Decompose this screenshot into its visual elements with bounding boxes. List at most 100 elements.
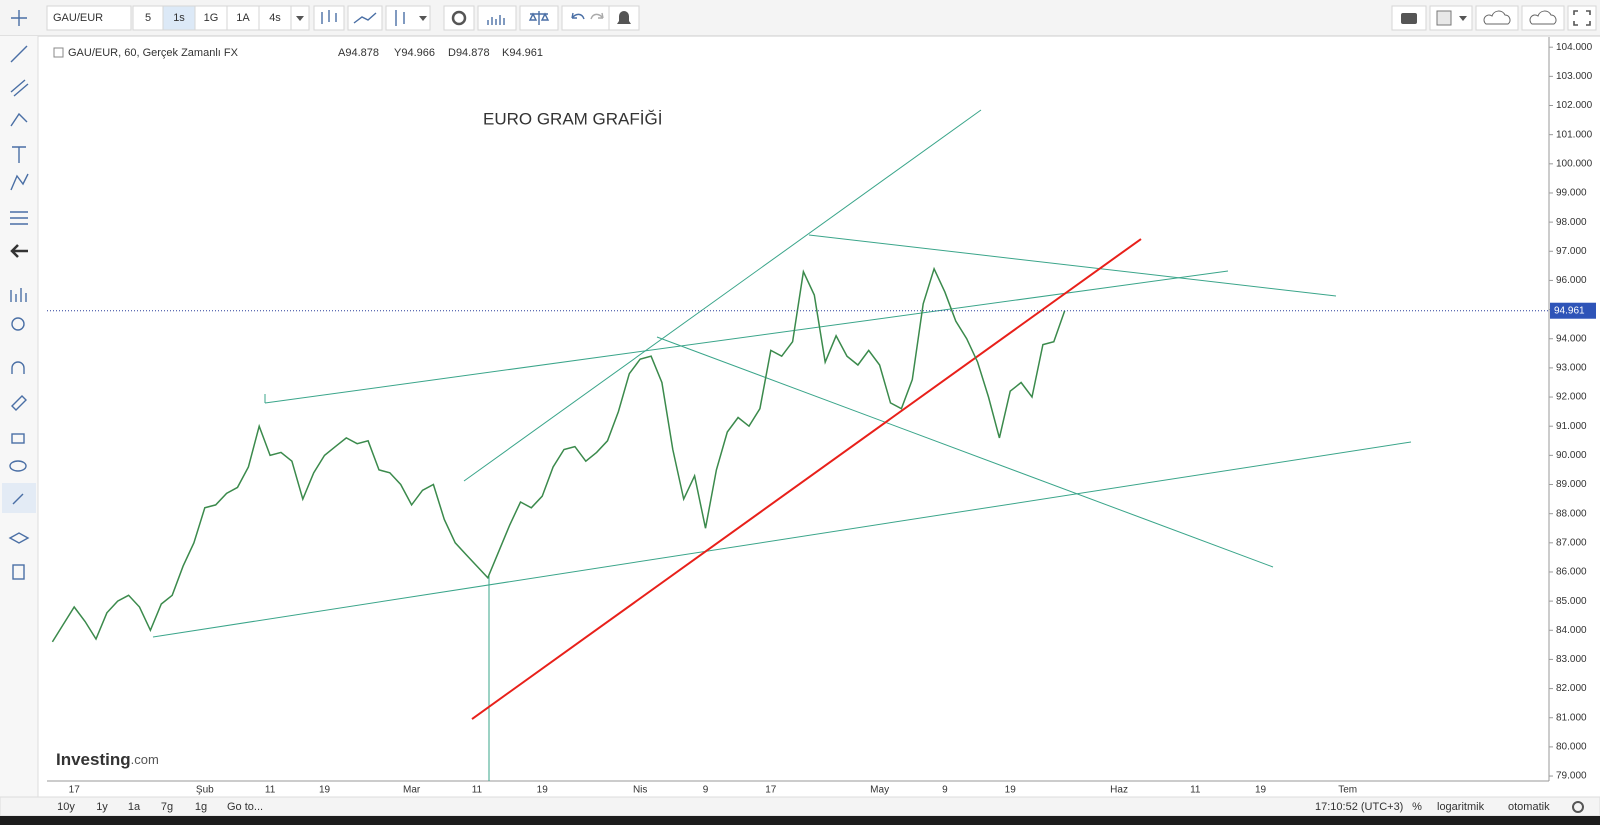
settings-button[interactable] (443, 5, 475, 31)
back-tool[interactable] (10, 244, 28, 258)
trend-line[interactable] (264, 270, 1229, 404)
y-tick-label: 101.000 (1556, 129, 1593, 140)
interval-button[interactable] (258, 5, 292, 31)
trend-line[interactable] (463, 109, 982, 482)
x-tick-label: 11 (1190, 785, 1201, 796)
interval-label: 1A (236, 12, 250, 24)
studies-button[interactable] (477, 5, 517, 31)
y-tick-label: 88.000 (1556, 508, 1587, 519)
bell-icon (617, 11, 631, 24)
trend-line[interactable] (656, 336, 1274, 568)
interval-label: 1s (173, 12, 185, 24)
symbol-input[interactable] (46, 5, 132, 31)
magnet-tool[interactable] (11, 361, 25, 374)
text-tool[interactable] (12, 146, 26, 163)
lock-tool[interactable] (11, 433, 25, 444)
log-toggle[interactable]: logaritmik (1437, 801, 1485, 813)
channel-tool[interactable] (10, 79, 29, 97)
red-trend-line[interactable] (471, 238, 1142, 720)
brand: Investing (56, 750, 131, 769)
y-tick-label: 83.000 (1556, 654, 1587, 665)
trend-lines (152, 109, 1412, 781)
last-price-box (1550, 302, 1596, 319)
collapse-box[interactable] (53, 47, 64, 58)
x-tick-label: Mar (403, 785, 421, 796)
interval-button[interactable] (194, 5, 228, 31)
y-tick-label: 81.000 (1556, 712, 1587, 723)
y-tick-label: 102.000 (1556, 100, 1593, 111)
eye-tool[interactable] (9, 460, 27, 472)
line-icon (353, 12, 377, 24)
y-tick-label: 84.000 (1556, 625, 1587, 636)
interval-label: 4s (269, 12, 281, 24)
interval-button[interactable] (132, 5, 164, 31)
ohlc-close: K94.961 (502, 47, 543, 59)
symbol: GAU/EUR (53, 12, 103, 24)
x-tick-label: Şub (196, 785, 214, 796)
zoom-tool[interactable] (11, 317, 25, 331)
undo-redo[interactable] (561, 5, 617, 31)
dropdown-arrow (296, 16, 304, 21)
gear-icon (451, 10, 467, 26)
fullscreen-icon (1573, 10, 1591, 26)
range-button[interactable]: 1g (195, 801, 207, 813)
save-button[interactable] (1521, 5, 1565, 31)
camera-icon (1401, 13, 1417, 24)
y-tick-label: 85.000 (1556, 596, 1587, 607)
fib-tool[interactable] (10, 211, 28, 225)
link-icon (12, 493, 24, 505)
percent-toggle[interactable]: % (1412, 801, 1422, 813)
cloud-icon (1483, 10, 1511, 25)
dropdown-arrow (1459, 16, 1467, 21)
settings-icon[interactable] (1572, 801, 1584, 813)
range-button[interactable]: 1a (128, 801, 141, 813)
chart-annotation: EURO GRAM GRAFİĞİ (483, 109, 662, 128)
range-button[interactable]: 7g (161, 801, 173, 813)
cloud-icon (1529, 10, 1557, 25)
y-tick-label: 104.000 (1556, 42, 1593, 53)
bars-icon (395, 10, 405, 26)
brush-tool[interactable] (10, 112, 28, 127)
studies-icon (487, 15, 505, 25)
auto-toggle[interactable]: otomatik (1508, 801, 1550, 813)
ohlc-low: D94.878 (448, 47, 490, 59)
range-button[interactable]: 10y (57, 801, 75, 813)
y-tick-label: 103.000 (1556, 71, 1593, 82)
crosshair-tool[interactable] (11, 10, 27, 26)
trendline-tool[interactable] (10, 45, 28, 63)
x-tick-label: 19 (537, 785, 549, 796)
y-tick-label: 97.000 (1556, 246, 1587, 257)
trend-line[interactable] (152, 441, 1412, 638)
drawing-tools (2, 10, 36, 580)
dropdown-arrow (419, 16, 427, 21)
y-tick-label: 87.000 (1556, 537, 1587, 548)
x-tick-label: 11 (265, 785, 276, 796)
last-price-label: 94.961 (1554, 305, 1585, 316)
x-tick-label: 19 (319, 785, 331, 796)
x-tick-label: Tem (1338, 785, 1357, 796)
trend-line[interactable] (808, 234, 1337, 297)
trash-tool[interactable] (12, 564, 25, 580)
y-tick-label: 92.000 (1556, 392, 1587, 403)
watermark-brand: Investing.com (56, 750, 159, 769)
fullscreen-button[interactable] (1567, 5, 1597, 31)
y-tick-label: 100.000 (1556, 158, 1593, 169)
interval-label: 1G (204, 12, 219, 24)
x-tick-label: 11 (472, 785, 483, 796)
x-tick-label: 19 (1005, 785, 1017, 796)
lock-draw-tool[interactable] (11, 395, 27, 411)
pattern-tool[interactable] (10, 173, 29, 191)
y-tick-label: 93.000 (1556, 363, 1587, 374)
interval-button-active[interactable] (162, 5, 196, 31)
layers-tool[interactable] (8, 532, 30, 544)
left-toolbar (0, 36, 38, 808)
x-tick-label: May (870, 785, 889, 796)
measure-tool[interactable] (10, 288, 27, 302)
goto-button[interactable]: Go to... (227, 801, 263, 813)
y-tick-label: 86.000 (1556, 567, 1587, 578)
load-button[interactable] (1475, 5, 1519, 31)
undo-icon (571, 12, 585, 20)
candles-icon (321, 10, 337, 24)
range-button[interactable]: 1y (96, 801, 108, 813)
